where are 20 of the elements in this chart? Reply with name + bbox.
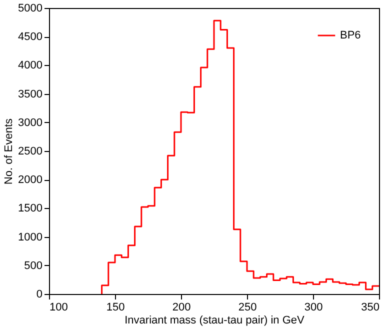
y-tick-label: 2000: [18, 174, 42, 186]
legend-label: BP6: [340, 30, 361, 42]
x-tick-label: 200: [172, 302, 191, 314]
x-tick-label: 100: [50, 302, 68, 314]
y-tick-label: 500: [24, 260, 42, 272]
y-tick-label: 2500: [18, 146, 42, 158]
y-tick-label: 3000: [18, 116, 42, 129]
y-tick-label: 1000: [18, 231, 42, 244]
x-tick-label: 150: [106, 302, 125, 314]
y-axis-title: No. of Events: [3, 118, 16, 185]
y-tick-label: 4500: [18, 31, 42, 44]
y-tick-label: 3500: [18, 88, 42, 100]
y-tick-label: 1500: [18, 202, 42, 215]
y-tick-label: 4000: [18, 60, 42, 72]
x-tick-label: 350: [361, 302, 380, 314]
x-tick-label: 300: [304, 302, 323, 314]
y-tick-label: 0: [36, 288, 42, 300]
y-tick-label: 5000: [18, 2, 42, 14]
x-axis-title: Invariant mass (stau-tau pair) in GeV: [124, 314, 306, 326]
x-tick-label: 250: [238, 302, 257, 314]
